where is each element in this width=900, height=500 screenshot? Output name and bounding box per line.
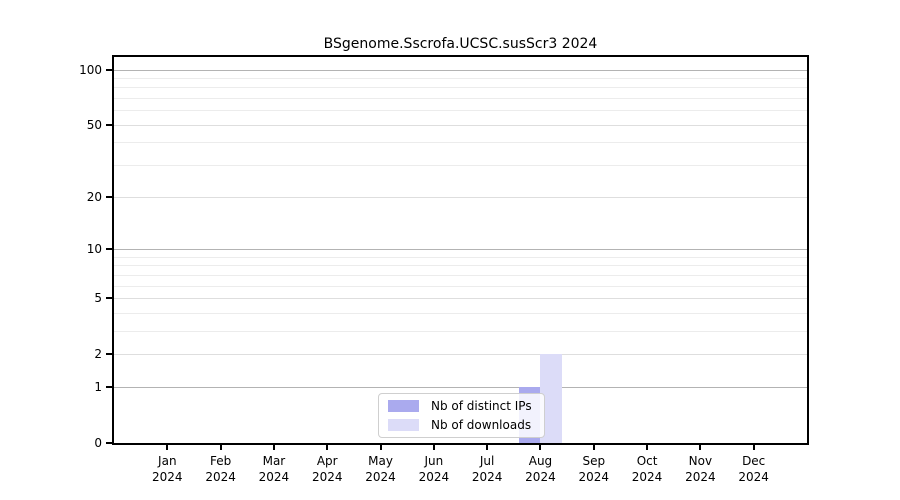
y-tick-label: 2 [94, 347, 102, 362]
x-tick-mark [272, 444, 275, 450]
legend: Nb of distinct IPs Nb of downloads [378, 393, 545, 438]
x-tick-label: Apr 2024 [295, 453, 359, 485]
x-tick-month: Jun [424, 454, 444, 468]
minor-gridline [114, 87, 807, 89]
y-tick-mark [106, 296, 113, 299]
x-tick-month: Oct [636, 454, 658, 468]
x-tick-mark [486, 444, 489, 450]
x-tick-year: 2024 [685, 470, 716, 484]
x-tick-month: Aug [528, 454, 553, 468]
y-tick-label: 5 [94, 290, 102, 305]
minor-gridline [114, 77, 807, 79]
legend-swatch-distinct-ips [388, 400, 419, 412]
x-tick-label: Jun 2024 [402, 453, 466, 485]
minor-gridline [114, 110, 807, 112]
legend-item-downloads: Nb of downloads [388, 416, 544, 435]
x-tick-month: Jan [158, 454, 177, 468]
y-tick-label: 20 [86, 189, 102, 204]
x-tick-label: Aug 2024 [508, 453, 572, 485]
x-tick-mark [539, 444, 542, 450]
major-gridline [114, 354, 807, 356]
x-tick-mark [326, 444, 329, 450]
minor-gridline [114, 142, 807, 144]
minor-gridline [114, 330, 807, 332]
y-tick-mark [106, 353, 113, 356]
decade-gridline [114, 386, 807, 388]
x-tick-mark [432, 444, 435, 450]
x-tick-mark [379, 444, 382, 450]
major-gridline [114, 297, 807, 299]
x-tick-label: Dec 2024 [722, 453, 786, 485]
x-tick-label: Feb 2024 [189, 453, 253, 485]
x-tick-label: Oct 2024 [615, 453, 679, 485]
x-tick-label: Nov 2024 [668, 453, 732, 485]
y-tick-label: 0 [94, 436, 102, 450]
legend-label-distinct-ips: Nb of distinct IPs [431, 399, 532, 413]
bar-downloads-aug [540, 354, 562, 443]
x-tick-year: 2024 [205, 470, 236, 484]
x-tick-year: 2024 [152, 470, 183, 484]
x-tick-mark [646, 444, 649, 450]
y-tick-mark [106, 247, 113, 250]
minor-gridline [114, 312, 807, 314]
x-tick-label: Sep 2024 [562, 453, 626, 485]
y-tick-mark [106, 442, 113, 444]
chart-title: BSgenome.Sscrofa.UCSC.susScr3 2024 [323, 36, 598, 52]
x-tick-year: 2024 [365, 470, 396, 484]
x-tick-month: May [368, 454, 393, 468]
y-tick-label: 1 [94, 379, 102, 394]
legend-item-distinct-ips: Nb of distinct IPs [388, 397, 544, 416]
x-tick-month: Feb [209, 454, 232, 468]
x-tick-year: 2024 [258, 470, 290, 484]
y-tick-mark [106, 385, 113, 388]
major-gridline [114, 124, 807, 126]
minor-gridline [114, 165, 807, 167]
major-gridline [114, 196, 807, 198]
x-tick-mark [592, 444, 595, 450]
x-tick-year: 2024 [631, 470, 663, 484]
y-tick-mark [106, 195, 113, 198]
x-tick-month: Mar [262, 454, 286, 468]
legend-label-downloads: Nb of downloads [431, 418, 532, 432]
x-tick-year: 2024 [578, 470, 610, 484]
legend-swatch-downloads [388, 419, 419, 431]
minor-gridline [114, 265, 807, 267]
x-tick-year: 2024 [525, 470, 556, 484]
y-tick-label: 10 [86, 241, 102, 256]
plot-area [112, 55, 809, 445]
x-tick-month: Sep [582, 454, 606, 468]
x-tick-year: 2024 [311, 470, 343, 484]
x-tick-month: Nov [688, 454, 713, 468]
x-tick-month: Dec [742, 454, 766, 468]
x-tick-month: Jul [479, 454, 495, 468]
minor-gridline [114, 256, 807, 258]
y-tick-label: 50 [86, 117, 102, 132]
decade-gridline [114, 69, 807, 71]
y-tick-label: 100 [79, 62, 102, 77]
x-tick-mark [752, 444, 755, 450]
x-tick-label: Mar 2024 [242, 453, 306, 485]
x-tick-label: Jan 2024 [135, 453, 199, 485]
x-tick-year: 2024 [738, 470, 769, 484]
y-tick-mark [106, 68, 113, 71]
minor-gridline [114, 285, 807, 287]
x-tick-mark [219, 444, 222, 450]
decade-gridline [114, 248, 807, 250]
minor-gridline [114, 98, 807, 100]
x-tick-month: Apr [316, 454, 338, 468]
x-tick-mark [166, 444, 169, 450]
x-tick-label: May 2024 [349, 453, 413, 485]
x-tick-year: 2024 [471, 470, 503, 484]
y-tick-mark [106, 123, 113, 126]
minor-gridline [114, 274, 807, 276]
x-tick-label: Jul 2024 [455, 453, 519, 485]
x-tick-year: 2024 [418, 470, 450, 484]
x-tick-mark [699, 444, 702, 450]
